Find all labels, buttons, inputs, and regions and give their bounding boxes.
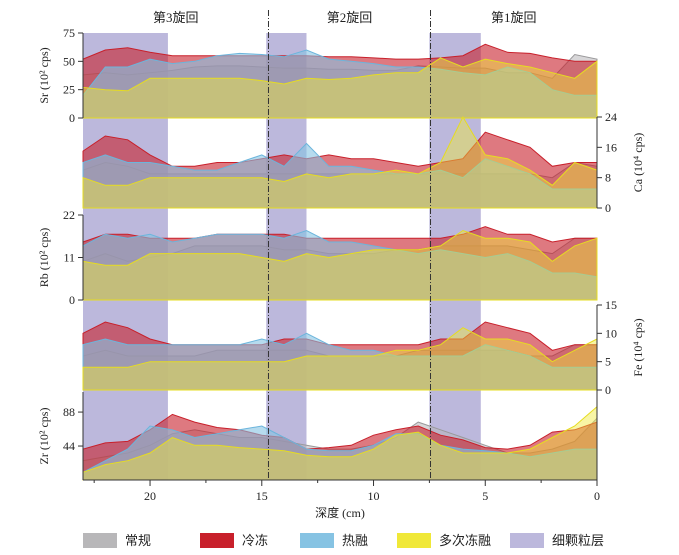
area-Rb-多次冻融 [82, 229, 598, 301]
legend-swatch [510, 533, 544, 548]
area-Rb-热融 [82, 229, 598, 301]
area-Sr-多次冻融 [82, 57, 598, 119]
area-Fe-热融 [82, 332, 598, 391]
area-Sr-热融 [82, 49, 598, 119]
y-tick-label: 10 [605, 326, 617, 340]
y-axis-label-Rb: Rb (10² cps) [37, 228, 51, 288]
x-tick-label: 0 [594, 489, 600, 503]
x-tick-label: 5 [482, 489, 488, 503]
y-tick-label: 75 [63, 26, 75, 40]
y-tick-label: 0 [69, 293, 75, 307]
area-Zr-多次冻融 [82, 405, 598, 481]
x-axis-label: 深度 (cm) [315, 505, 365, 520]
y-tick-label: 0 [605, 383, 611, 397]
legend-label: 热融 [342, 533, 368, 548]
area-Zr-热融 [82, 425, 598, 481]
y-tick-label: 11 [63, 251, 75, 265]
legend-label: 多次冻融 [439, 533, 491, 548]
y-tick-label: 88 [63, 405, 75, 419]
y-tick-label: 15 [605, 298, 617, 312]
y-tick-label: 16 [605, 140, 617, 154]
cycle-label: 第2旋回 [327, 10, 373, 25]
legend-label: 细颗粒层 [552, 533, 604, 548]
x-tick-label: 20 [144, 489, 156, 503]
x-tick-label: 10 [368, 489, 380, 503]
cycle-label: 第1旋回 [491, 10, 537, 25]
y-tick-label: 0 [605, 201, 611, 215]
area-Ca-多次冻融 [82, 115, 598, 209]
x-tick-label: 15 [256, 489, 268, 503]
y-axis-label-Fe: Fe (10⁴ cps) [631, 318, 645, 376]
legend-swatch [397, 533, 431, 548]
legend-swatch [83, 533, 117, 548]
y-tick-label: 8 [605, 171, 611, 185]
legend-swatch [200, 533, 234, 548]
legend-label: 冷冻 [242, 533, 268, 548]
y-tick-label: 22 [63, 208, 75, 222]
legend-label: 常规 [125, 533, 151, 548]
area-Fe-多次冻融 [82, 327, 598, 391]
y-axis-label-Sr: Sr (10² cps) [37, 47, 51, 103]
y-axis-label-Ca: Ca (10⁴ cps) [631, 133, 645, 193]
y-tick-label: 25 [63, 83, 75, 97]
y-tick-label: 24 [605, 110, 617, 124]
y-axis-label-Zr: Zr (10² cps) [37, 408, 51, 465]
y-tick-label: 0 [69, 111, 75, 125]
y-tick-label: 5 [605, 355, 611, 369]
y-tick-label: 44 [63, 439, 75, 453]
cycle-label: 第3旋回 [153, 10, 199, 25]
legend-swatch [300, 533, 334, 548]
y-tick-label: 50 [63, 54, 75, 68]
